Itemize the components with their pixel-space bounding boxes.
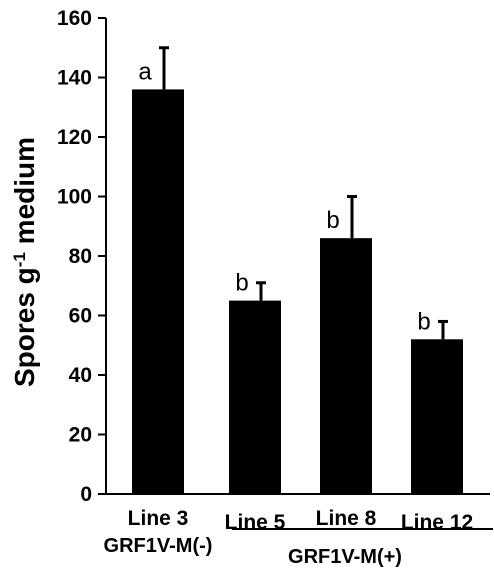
y-tick-label: 0 (80, 483, 92, 506)
significance-letter: a (138, 58, 152, 85)
y-axis-label-suffix: medium (9, 137, 40, 252)
y-tick-label: 20 (69, 424, 92, 447)
x-category-label: Line 12 (401, 511, 473, 534)
bar (229, 300, 281, 494)
bar (320, 238, 372, 494)
significance-letter: b (235, 270, 248, 297)
y-tick-label: 160 (57, 7, 92, 30)
y-axis-label: Spores g-1 medium (9, 137, 40, 387)
x-category-label: Line 3 (128, 507, 189, 530)
y-tick-label: 120 (57, 126, 92, 149)
bar (132, 89, 184, 495)
x-category-label: Line 8 (316, 507, 377, 530)
y-axis-label-superscript: -1 (10, 252, 29, 267)
y-tick-label: 100 (57, 186, 92, 209)
bar (411, 339, 463, 494)
y-tick-label: 40 (69, 364, 92, 387)
y-tick-label: 140 (57, 67, 92, 90)
y-axis-label-main: Spores g (9, 267, 40, 387)
significance-letter: b (417, 308, 430, 335)
y-tick-label: 60 (69, 305, 92, 328)
group-label-negative: GRF1V-M(-) (104, 535, 213, 557)
x-category-label: Line 5 (225, 511, 286, 534)
significance-letter: b (326, 207, 339, 234)
group-label-positive: GRF1V-M(+) (288, 546, 402, 568)
y-tick-label: 80 (69, 245, 92, 268)
